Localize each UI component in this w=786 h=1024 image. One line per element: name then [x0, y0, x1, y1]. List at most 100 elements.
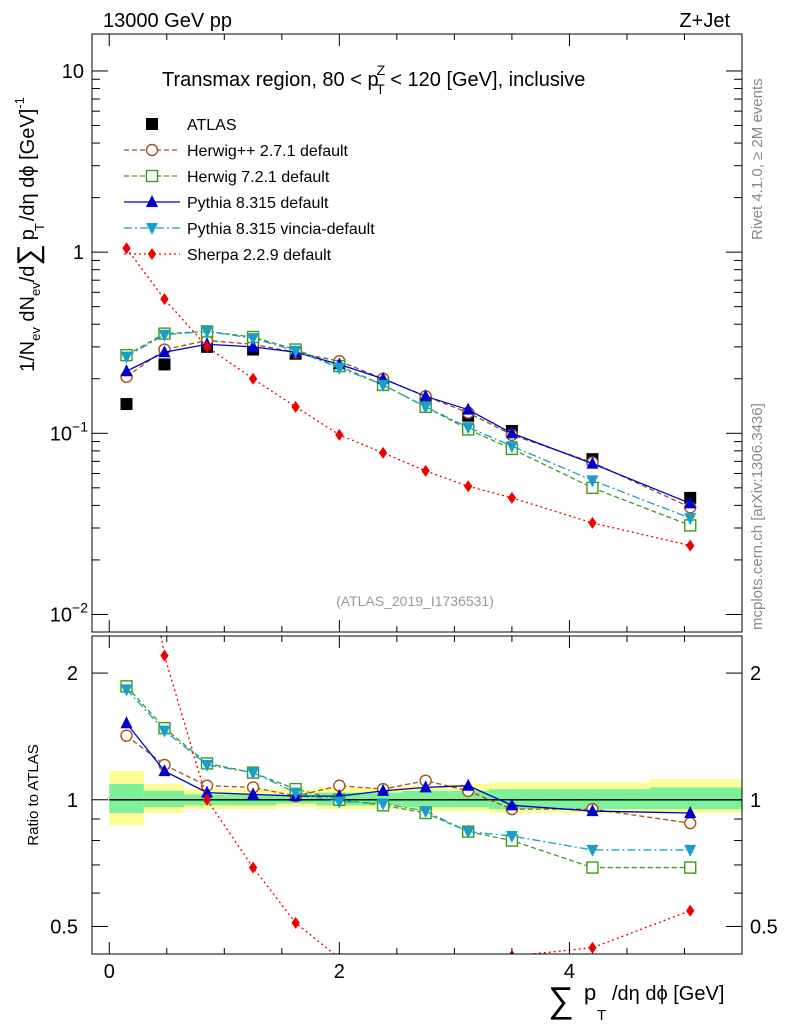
main-series-herwig-2-7-1-default [120, 334, 697, 514]
ratio-point-pythia-8-315-vincia-default [505, 831, 518, 844]
ratio-point-pythia-8-315-vincia-default [586, 844, 599, 857]
ratio-point-sherpa-2-2-9-default [588, 941, 597, 954]
main-axes: 10 1 10−1 10−2 [50, 33, 743, 633]
main-point-pythia-8-315-vincia-default [120, 351, 133, 364]
ratio-point-pythia-8-315-default [505, 798, 518, 811]
main-series-pythia-8-315-vincia-default [120, 326, 697, 526]
main-line-pythia-8-315-vincia-default [126, 330, 691, 519]
ratio-y-tick-label-right: 0.5 [750, 916, 778, 938]
main-point-sherpa-2-2-9-default [588, 516, 597, 529]
ratio-point-pythia-8-315-default [201, 785, 214, 798]
x-tick-label: 4 [564, 961, 575, 983]
ratio-ylabel: Ratio to ATLAS [25, 744, 42, 845]
ratio-point-pythia-8-315-vincia-default [120, 684, 133, 697]
main-line-pythia-8-315-default [126, 343, 691, 505]
main-point-pythia-8-315-vincia-default [505, 441, 518, 454]
main-point-sherpa-2-2-9-default [248, 372, 258, 385]
main-point-sherpa-2-2-9-default [202, 340, 212, 353]
main-line-herwig-7-2-1-default [126, 330, 691, 527]
main-line-herwig-2-7-1-default [126, 339, 691, 508]
main-point-sherpa-2-2-9-default [686, 539, 695, 552]
ratio-point-pythia-8-315-vincia-default [684, 844, 697, 857]
legend-marker [146, 223, 158, 235]
main-series-sherpa-2-2-9-default [122, 242, 695, 552]
main-point-atlas [120, 398, 133, 411]
ratio-y-tick-label-right: 2 [750, 663, 761, 685]
ratio-band-green [649, 787, 742, 810]
legend-entry-herwig-2-7-1-default: Herwig++ 2.7.1 default [124, 143, 349, 160]
main-point-pythia-8-315-vincia-default [158, 329, 171, 342]
ratio-point-herwig-7-2-1-default [586, 861, 599, 874]
legend-label: Sherpa 2.2.9 default [187, 247, 332, 264]
legend-label: Herwig++ 2.7.1 default [187, 143, 349, 160]
main-point-sherpa-2-2-9-default [421, 464, 430, 477]
ratio-point-pythia-8-315-default [419, 780, 432, 793]
main-point-pythia-8-315-default [684, 496, 697, 509]
ratio-point-pythia-8-315-vincia-default [289, 787, 302, 800]
ratio-point-pythia-8-315-default [158, 764, 171, 777]
legend-label: ATLAS [187, 117, 237, 134]
main-point-pythia-8-315-vincia-default [247, 333, 260, 346]
legend-entry-sherpa-2-2-9-default: Sherpa 2.2.9 default [124, 247, 332, 264]
rivet-version-label: Rivet 4.1.0, ≥ 2M events [749, 78, 766, 240]
ratio-y-tick-label-right: 1 [750, 790, 761, 812]
main-point-pythia-8-315-default [120, 364, 133, 377]
legend-label: Pythia 8.315 vincia-default [187, 221, 375, 238]
svg-text:1/Nev dNev/d∑pT/dη dϕ [GeV]-1: 1/Nev dNev/d∑pT/dη dϕ [GeV]-1 [12, 97, 47, 372]
ratio-y-tick-label: 2 [67, 663, 78, 685]
ratio-series-pythia-8-315-vincia-default [120, 684, 697, 857]
ratio-line-pythia-8-315-vincia-default [126, 688, 691, 851]
svg-text:p: p [584, 980, 596, 1005]
main-frame [91, 33, 743, 633]
main-title: Transmax region, 80 < pZ T < 120 [GeV], i… [162, 62, 585, 97]
main-point-sherpa-2-2-9-default [291, 400, 300, 413]
svg-text:T: T [597, 1007, 606, 1024]
ratio-point-pythia-8-315-default [586, 804, 599, 817]
ratio-line-herwig-7-2-1-default [126, 685, 691, 869]
ratio-point-pythia-8-315-vincia-default [462, 826, 475, 839]
legend-entry-pythia-8-315-vincia-default: Pythia 8.315 vincia-default [124, 221, 375, 238]
main-line-sherpa-2-2-9-default [125, 247, 691, 547]
ratio-line-herwig-2-7-1-default [126, 735, 691, 824]
svg-text:/dη dϕ [GeV]: /dη dϕ [GeV] [612, 983, 724, 1005]
legend-marker [146, 118, 158, 130]
ratio-point-pythia-8-315-default [684, 806, 697, 819]
xlabel: ∑ p T /dη dϕ [GeV] [548, 979, 724, 1024]
ratio-series-layer [120, 636, 697, 969]
main-point-pythia-8-315-default [462, 402, 475, 415]
ratio-point-sherpa-2-2-9-default [686, 904, 695, 917]
main-point-sherpa-2-2-9-default [378, 446, 388, 459]
main-ylabel: 1/Nev dNev/d∑pT/dη dϕ [GeV]-1 [12, 97, 47, 372]
ratio-point-pythia-8-315-default [247, 787, 260, 800]
main-point-atlas [158, 358, 171, 371]
legend-entry-herwig-7-2-1-default: Herwig 7.2.1 default [124, 169, 330, 186]
ratio-series-sherpa-2-2-9-default [160, 636, 695, 969]
ratio-point-pythia-8-315-default [120, 716, 133, 729]
ratio-point-pythia-8-315-vincia-default [333, 796, 346, 809]
main-point-pythia-8-315-vincia-default [289, 345, 302, 358]
main-point-pythia-8-315-default [505, 426, 518, 439]
ratio-point-herwig-2-7-1-default [120, 729, 133, 742]
ratio-point-sherpa-2-2-9-default [379, 957, 387, 969]
legend-marker [147, 248, 157, 260]
ratio-axes: 0 2 4 2 2 1 1 0.5 0.5 [50, 635, 778, 983]
legend-marker [145, 143, 159, 157]
ratio-frame [91, 635, 743, 955]
legend-marker [145, 169, 159, 183]
main-point-sherpa-2-2-9-default [122, 242, 131, 255]
main-series-atlas [120, 340, 697, 504]
legend-marker [146, 195, 158, 207]
ratio-band-green [109, 784, 144, 814]
ratio-point-herwig-2-7-1-default [684, 816, 697, 830]
main-point-pythia-8-315-vincia-default [377, 379, 390, 392]
ratio-y-tick-label: 1 [67, 790, 78, 812]
main-point-pythia-8-315-default [158, 345, 171, 358]
ratio-line-sherpa-2-2-9-default [160, 636, 691, 954]
ratio-point-pythia-8-315-vincia-default [377, 798, 390, 811]
ratio-point-pythia-8-315-vincia-default [158, 725, 171, 738]
y-tick-label: 10 [62, 61, 84, 83]
ratio-point-herwig-7-2-1-default [684, 861, 697, 874]
ratio-point-pythia-8-315-vincia-default [419, 806, 432, 819]
ratio-point-pythia-8-315-vincia-default [201, 759, 214, 772]
main-point-pythia-8-315-vincia-default [333, 362, 346, 375]
